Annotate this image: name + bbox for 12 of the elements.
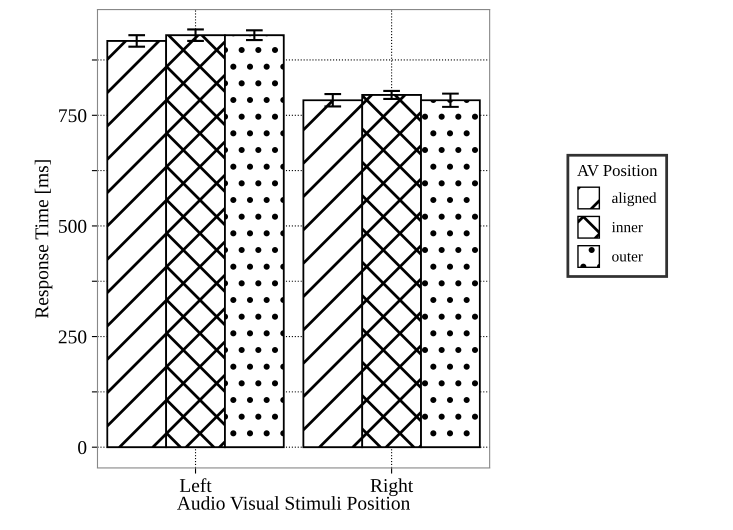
y-axis-title: Response Time [ms] — [34, 160, 52, 318]
legend-label: inner — [612, 222, 643, 232]
y-tick-label: 500 — [59, 220, 86, 233]
x-tick-label: Left — [180, 478, 212, 492]
x-axis-title: Audio Visual Stimuli Position — [177, 496, 410, 510]
legend-title: AV Position — [577, 164, 658, 176]
y-tick-label: 0 — [78, 441, 86, 454]
legend-label: outer — [612, 252, 643, 262]
y-tick-label: 250 — [58, 330, 86, 344]
legend-label: aligned — [612, 192, 656, 206]
y-tick-label: 750 — [59, 109, 86, 122]
x-tick-label: Right — [370, 478, 414, 496]
